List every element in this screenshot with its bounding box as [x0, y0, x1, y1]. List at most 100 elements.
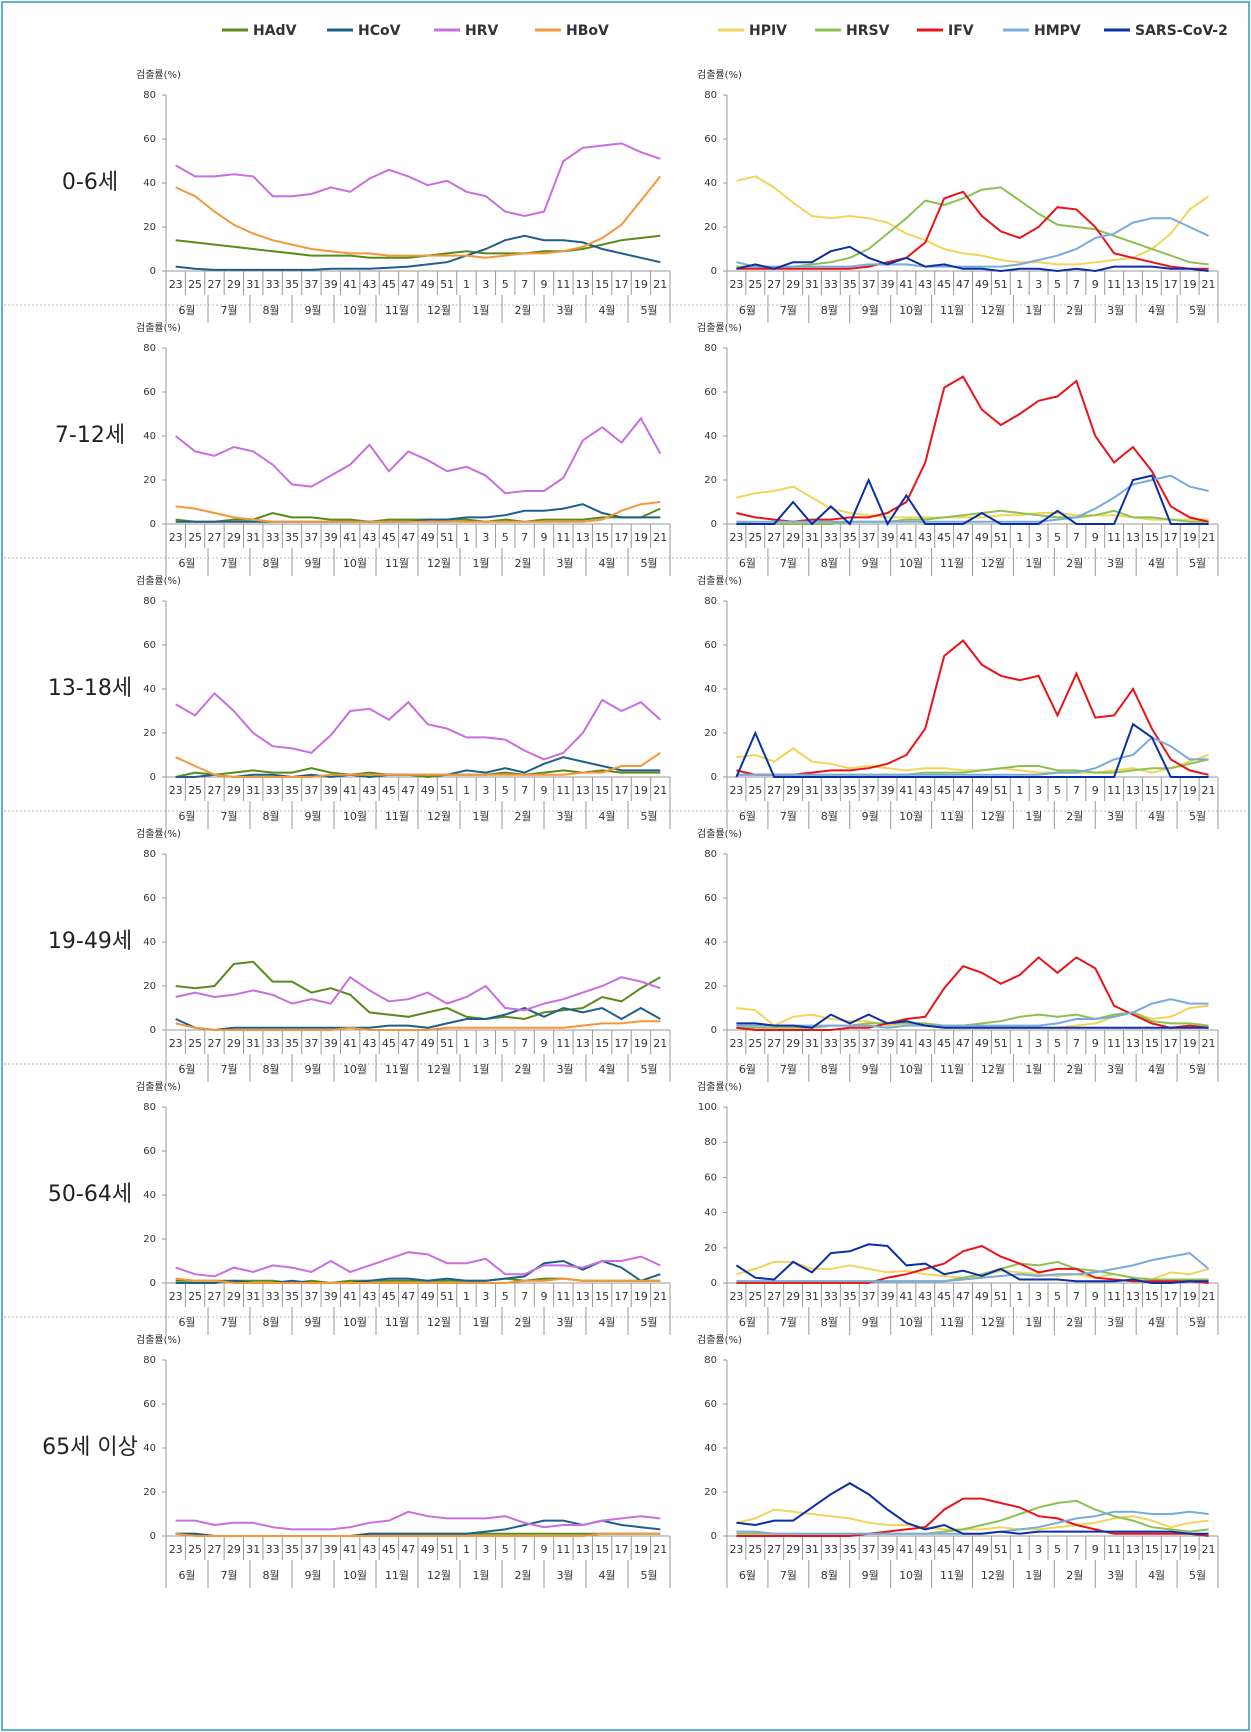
x-tick-label: 51 [440, 784, 454, 797]
x-tick-label: 25 [748, 531, 762, 544]
y-tick-label: 0 [150, 1025, 156, 1036]
x-tick-label: 13 [576, 1037, 590, 1050]
x-tick-label: 11 [1107, 1037, 1121, 1050]
x-tick-label: 15 [1145, 1290, 1159, 1303]
y-tick-label: 20 [704, 1243, 717, 1254]
x-tick-label: 9 [541, 784, 548, 797]
x-tick-label: 17 [1164, 278, 1178, 291]
month-label: 10월 [899, 557, 923, 570]
x-tick-label: 33 [266, 531, 280, 544]
x-tick-label: 37 [862, 1037, 876, 1050]
y-tick-label: 40 [143, 684, 156, 695]
y-tick-label: 80 [704, 596, 717, 607]
x-tick-label: 9 [541, 1037, 548, 1050]
y-tick-label: 0 [150, 519, 156, 530]
y-tick-label: 0 [150, 266, 156, 277]
x-tick-label: 37 [304, 1290, 318, 1303]
y-tick-label: 80 [143, 1102, 156, 1113]
series-line [175, 501, 661, 523]
x-tick-label: 47 [956, 278, 970, 291]
y-tick-label: 20 [143, 475, 156, 486]
x-tick-label: 3 [1035, 784, 1042, 797]
y-tick-label: 20 [704, 728, 717, 739]
x-tick-label: 5 [1054, 531, 1061, 544]
x-tick-label: 7 [521, 278, 528, 291]
month-label: 11월 [385, 1316, 409, 1329]
x-tick-label: 5 [502, 1543, 509, 1556]
x-tick-label: 47 [956, 784, 970, 797]
x-tick-label: 5 [1054, 784, 1061, 797]
month-label: 9월 [862, 557, 879, 570]
x-tick-label: 19 [634, 784, 648, 797]
month-label: 10월 [343, 304, 367, 317]
series-line [175, 1251, 661, 1278]
x-tick-label: 21 [653, 531, 667, 544]
x-tick-label: 29 [786, 278, 800, 291]
x-tick-label: 7 [521, 1543, 528, 1556]
month-label: 4월 [1148, 304, 1165, 317]
x-tick-label: 19 [634, 1290, 648, 1303]
x-tick-label: 31 [246, 1290, 260, 1303]
x-tick-label: 33 [824, 531, 838, 544]
month-label: 9월 [862, 810, 879, 823]
month-label: 10월 [899, 1063, 923, 1076]
x-tick-label: 9 [541, 278, 548, 291]
x-tick-label: 1 [463, 1543, 470, 1556]
age-group-label: 7-12세 [55, 423, 125, 448]
legend-label: HMPV [1034, 23, 1081, 39]
x-tick-label: 29 [227, 278, 241, 291]
x-tick-label: 19 [1183, 1290, 1197, 1303]
x-tick-label: 47 [401, 1290, 415, 1303]
month-label: 1월 [1025, 304, 1042, 317]
x-tick-label: 33 [824, 784, 838, 797]
x-tick-label: 43 [918, 1290, 932, 1303]
x-tick-label: 21 [1202, 278, 1216, 291]
x-tick-label: 47 [401, 1037, 415, 1050]
y-tick-label: 80 [704, 343, 717, 354]
month-label: 6월 [739, 1569, 756, 1582]
month-label: 7월 [780, 557, 797, 570]
x-tick-label: 7 [1073, 531, 1080, 544]
y-tick-label: 60 [143, 1399, 156, 1410]
x-tick-label: 9 [1092, 531, 1099, 544]
series-line [175, 1259, 661, 1284]
x-tick-label: 17 [615, 1037, 629, 1050]
x-tick-label: 45 [382, 1290, 396, 1303]
month-label: 7월 [780, 1063, 797, 1076]
series-line [175, 175, 662, 259]
month-label: 9월 [304, 1569, 321, 1582]
legend-label: SARS-CoV-2 [1135, 23, 1228, 39]
x-tick-label: 49 [421, 784, 435, 797]
x-tick-label: 5 [1054, 1037, 1061, 1050]
x-tick-label: 45 [937, 531, 951, 544]
month-label: 7월 [220, 304, 237, 317]
x-tick-label: 1 [463, 1037, 470, 1050]
series-line [736, 186, 1209, 270]
y-tick-label: 80 [704, 1355, 717, 1366]
x-tick-label: 31 [246, 278, 260, 291]
x-tick-label: 43 [363, 278, 377, 291]
y-tick-label: 0 [711, 1278, 717, 1289]
x-tick-label: 3 [1035, 1543, 1042, 1556]
x-tick-label: 45 [937, 1037, 951, 1050]
x-tick-label: 25 [748, 1543, 762, 1556]
y-axis-label: 검출률(%) [697, 575, 742, 587]
month-label: 2월 [1066, 1569, 1083, 1582]
series-line [175, 234, 661, 259]
x-tick-label: 33 [266, 1037, 280, 1050]
x-tick-label: 51 [994, 531, 1008, 544]
month-label: 11월 [940, 557, 964, 570]
month-label: 8월 [262, 557, 279, 570]
y-tick-label: 0 [711, 266, 717, 277]
x-tick-label: 29 [227, 1037, 241, 1050]
x-tick-label: 29 [786, 1037, 800, 1050]
month-label: 11월 [940, 1569, 964, 1582]
series-line [735, 1243, 1209, 1284]
month-label: 3월 [1107, 810, 1124, 823]
